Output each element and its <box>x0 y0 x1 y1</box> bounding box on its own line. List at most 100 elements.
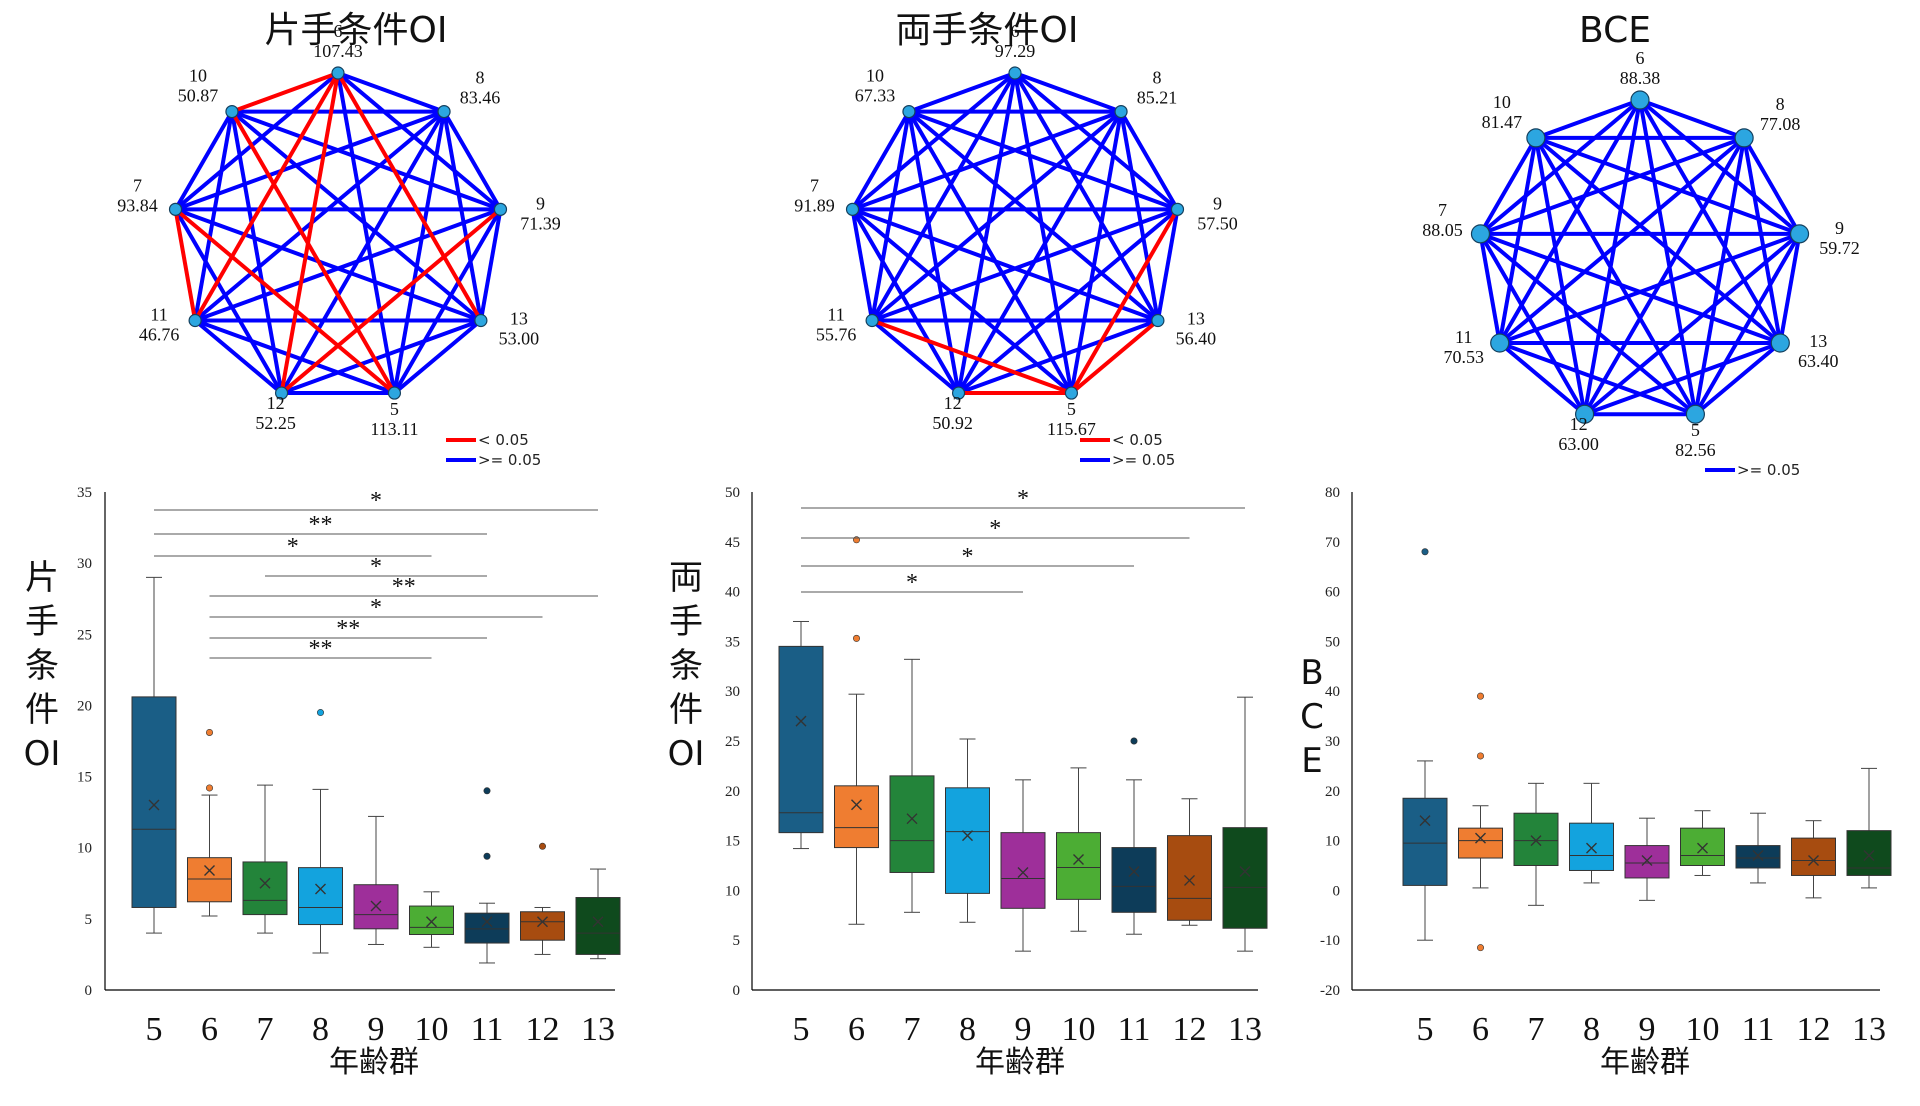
network-node-7 <box>845 202 860 216</box>
network-node-value-6: 107.43 <box>313 41 363 61</box>
y-axis-label: BCE <box>1300 653 1324 781</box>
network-node-value-7: 93.84 <box>117 195 158 215</box>
network-edge-8-12 <box>1582 136 1746 416</box>
network-node-value-8: 83.46 <box>460 88 501 108</box>
network-edge-12-7 <box>173 208 284 395</box>
network-node-12 <box>274 386 289 400</box>
network-edge-6-9 <box>1013 71 1179 211</box>
network-edge-9-11 <box>1499 231 1801 345</box>
network-edge-significant <box>174 207 396 395</box>
title-one-hand-oi: 片手条件OI <box>265 10 448 51</box>
y-axis-label-char: 条 <box>669 646 703 686</box>
network-edge-6-11 <box>1497 98 1642 345</box>
network-node-value-12: 52.25 <box>255 413 296 433</box>
x-tick-label-6: 6 <box>848 1011 865 1048</box>
box-group-9 <box>353 815 399 945</box>
significance-label: ** <box>309 512 333 538</box>
box-iqr <box>187 857 232 903</box>
network-edge-13-5 <box>1694 341 1782 416</box>
network-node-value-9: 71.39 <box>520 213 561 233</box>
y-tick-label: 25 <box>77 627 92 643</box>
network-edge-significant <box>173 209 198 321</box>
network-edge-9-13 <box>1778 233 1802 344</box>
network-node-label-9: 9 <box>1835 218 1844 238</box>
x-tick-label-5: 5 <box>1417 1011 1434 1048</box>
box-outlier <box>1130 737 1138 745</box>
box-mean-marker <box>1752 850 1764 862</box>
y-axis-label-char: OI <box>24 734 61 774</box>
network-edge-significant <box>279 72 340 394</box>
network-node-10 <box>1526 128 1546 148</box>
box-iqr <box>945 787 990 894</box>
box-mean-marker <box>1586 842 1597 854</box>
x-tick-label-6: 6 <box>1472 1011 1489 1048</box>
network-node-label-11: 11 <box>1455 327 1472 347</box>
network-node-label-13: 13 <box>1187 309 1205 329</box>
box-mean-marker <box>1017 866 1029 878</box>
x-tick-label-12: 12 <box>526 1011 560 1048</box>
network-edge-5-7 <box>851 207 1073 395</box>
network-node-label-10: 10 <box>1493 92 1511 112</box>
network-edge-9-10 <box>231 109 502 212</box>
network-edge-13-7 <box>174 207 482 323</box>
network-edge-8-5 <box>392 111 447 394</box>
network-node-label-11: 11 <box>827 305 844 325</box>
network-node-label-6: 6 <box>334 21 343 41</box>
network-node-11 <box>1490 333 1510 353</box>
network-edge-significant <box>336 71 483 322</box>
box-group-10 <box>1056 767 1101 932</box>
y-axis-label-char: 手 <box>669 602 703 642</box>
y-tick-label: 50 <box>1325 634 1340 650</box>
significance-bracket: * <box>801 516 1190 542</box>
box-iqr <box>409 905 454 936</box>
box-iqr <box>1167 835 1212 921</box>
network-node-13 <box>1770 333 1790 353</box>
network-node-value-6: 97.29 <box>995 41 1036 61</box>
network-edge-6-10 <box>908 71 1016 114</box>
network-node-12 <box>951 386 966 400</box>
y-tick-label: 20 <box>77 698 92 714</box>
network-edge-6-9 <box>1638 98 1801 236</box>
significance-bracket: * <box>209 595 543 621</box>
network-edge-5-11 <box>194 318 396 395</box>
box-iqr <box>1222 827 1268 929</box>
box-mean-marker <box>906 813 918 825</box>
legend-label-nonsig: >= 0.05 <box>1112 451 1175 469</box>
network-edge-8-5 <box>1693 137 1747 415</box>
network-edge-8-5 <box>1069 111 1124 394</box>
x-tick-label-12: 12 <box>1173 1011 1207 1048</box>
box-mean-marker <box>370 900 382 912</box>
network-edge-8-13 <box>1119 111 1160 321</box>
box-outlier <box>483 787 491 795</box>
network-node-9 <box>1170 202 1185 216</box>
network-node-value-13: 63.40 <box>1798 351 1839 371</box>
y-tick-label: -20 <box>1320 983 1340 999</box>
network-node-13 <box>474 313 488 328</box>
network-node-value-6: 88.38 <box>1620 68 1661 88</box>
y-tick-label: 25 <box>725 734 740 750</box>
network-node-value-5: 82.56 <box>1675 440 1716 460</box>
box-mean-marker <box>1184 874 1195 886</box>
significance-bracket: * <box>265 554 487 580</box>
significance-bracket: * <box>801 544 1134 570</box>
y-tick-label: 0 <box>1333 883 1341 899</box>
box-mean-marker <box>1808 855 1819 867</box>
network-edge-11-10 <box>1497 137 1538 344</box>
network-edge-6-5 <box>1013 72 1074 394</box>
network-edge-6-7 <box>851 71 1017 211</box>
network-edge-9-12 <box>957 207 1179 395</box>
edges <box>850 71 1180 396</box>
box-group-11 <box>1111 737 1157 935</box>
significance-bracket: * <box>801 570 1023 596</box>
network-node-10 <box>225 105 239 119</box>
y-tick-label: 70 <box>1325 535 1340 551</box>
x-tick-label-9: 9 <box>368 1011 385 1048</box>
network-node-8 <box>1734 128 1754 148</box>
box-group-5 <box>778 620 824 850</box>
box-outlier <box>206 728 214 736</box>
network-node-6 <box>331 66 345 80</box>
network-edge-7-10 <box>173 110 234 211</box>
box-group-6 <box>834 536 879 925</box>
